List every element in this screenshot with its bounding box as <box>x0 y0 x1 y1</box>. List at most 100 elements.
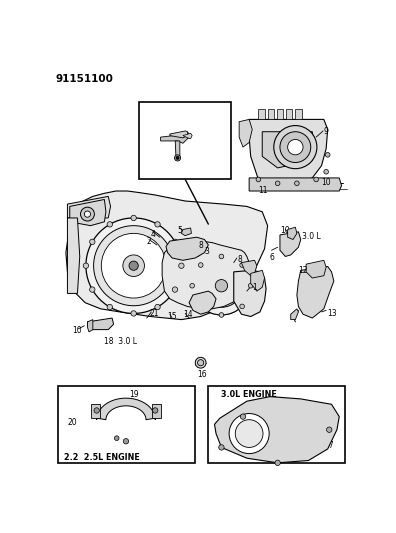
Circle shape <box>93 225 174 306</box>
Circle shape <box>219 313 224 317</box>
Circle shape <box>172 287 178 292</box>
Polygon shape <box>287 227 297 239</box>
Text: 9: 9 <box>324 127 329 136</box>
Bar <box>139 102 231 180</box>
Text: 21: 21 <box>149 309 158 318</box>
Circle shape <box>123 439 129 444</box>
Polygon shape <box>268 109 274 119</box>
Polygon shape <box>88 318 114 329</box>
Polygon shape <box>297 266 334 318</box>
Polygon shape <box>67 218 80 294</box>
Circle shape <box>155 222 160 227</box>
Circle shape <box>152 408 158 413</box>
Polygon shape <box>70 199 106 225</box>
Polygon shape <box>262 132 314 168</box>
Polygon shape <box>175 141 180 158</box>
Circle shape <box>208 272 235 300</box>
Text: 3.0 L: 3.0 L <box>301 232 320 241</box>
Polygon shape <box>242 260 257 276</box>
Text: 19: 19 <box>129 390 139 399</box>
Text: 8: 8 <box>198 241 203 250</box>
Circle shape <box>123 255 145 277</box>
Circle shape <box>107 222 112 227</box>
Polygon shape <box>291 309 299 320</box>
Circle shape <box>131 215 136 221</box>
Text: 3: 3 <box>204 247 209 256</box>
Polygon shape <box>286 109 292 119</box>
Polygon shape <box>258 109 265 119</box>
Circle shape <box>192 256 251 315</box>
Circle shape <box>89 239 95 245</box>
Text: 12: 12 <box>299 265 308 274</box>
Circle shape <box>84 211 91 217</box>
Text: 3: 3 <box>185 132 189 141</box>
Text: 15: 15 <box>168 312 177 321</box>
Circle shape <box>229 414 269 454</box>
Polygon shape <box>249 119 328 185</box>
Circle shape <box>256 177 261 182</box>
Text: 17: 17 <box>325 441 334 450</box>
Polygon shape <box>91 405 100 418</box>
Circle shape <box>219 445 224 450</box>
Circle shape <box>190 284 194 288</box>
Circle shape <box>198 304 203 309</box>
Polygon shape <box>189 291 216 314</box>
Circle shape <box>179 263 184 269</box>
Text: 1: 1 <box>252 284 257 293</box>
Polygon shape <box>152 405 162 418</box>
Polygon shape <box>215 397 339 463</box>
Circle shape <box>215 280 228 292</box>
Polygon shape <box>249 178 341 191</box>
Text: 13: 13 <box>328 309 337 318</box>
Circle shape <box>200 264 243 308</box>
Circle shape <box>327 427 332 432</box>
Circle shape <box>101 233 166 298</box>
Polygon shape <box>97 398 155 419</box>
Polygon shape <box>280 232 301 256</box>
Circle shape <box>176 156 179 159</box>
Circle shape <box>198 263 203 268</box>
Bar <box>208 386 345 463</box>
Circle shape <box>83 263 89 269</box>
Text: 91151100: 91151100 <box>56 74 114 84</box>
Circle shape <box>219 254 224 259</box>
Circle shape <box>114 436 119 440</box>
Circle shape <box>326 152 330 157</box>
Circle shape <box>248 284 253 288</box>
Polygon shape <box>234 270 266 317</box>
Circle shape <box>89 287 95 292</box>
Text: 10: 10 <box>322 178 331 187</box>
Text: 20: 20 <box>67 418 77 427</box>
Circle shape <box>80 207 94 221</box>
Text: 3.0L ENGINE: 3.0L ENGINE <box>221 390 277 399</box>
Circle shape <box>240 304 244 309</box>
Circle shape <box>240 263 244 268</box>
Text: 5: 5 <box>177 225 183 235</box>
Circle shape <box>274 126 317 168</box>
Text: 14: 14 <box>183 310 192 319</box>
Text: 16: 16 <box>198 370 207 378</box>
Polygon shape <box>161 134 188 143</box>
Circle shape <box>275 460 280 465</box>
Polygon shape <box>88 320 93 332</box>
Polygon shape <box>66 191 268 320</box>
Text: 10: 10 <box>72 326 82 335</box>
Polygon shape <box>295 109 301 119</box>
Bar <box>58 386 195 463</box>
Text: 4: 4 <box>150 230 156 238</box>
Text: 2: 2 <box>147 237 152 246</box>
Text: 8: 8 <box>238 255 242 264</box>
Text: 11: 11 <box>258 185 268 195</box>
Text: 10: 10 <box>280 225 289 235</box>
Polygon shape <box>170 131 188 138</box>
Circle shape <box>235 419 263 447</box>
Circle shape <box>287 140 303 155</box>
Circle shape <box>172 239 178 245</box>
Polygon shape <box>251 270 265 291</box>
Polygon shape <box>67 196 110 218</box>
Text: 6: 6 <box>269 253 274 262</box>
Circle shape <box>129 261 138 270</box>
Circle shape <box>295 181 299 185</box>
Text: 18  3.0 L: 18 3.0 L <box>105 337 137 346</box>
Polygon shape <box>277 109 283 119</box>
